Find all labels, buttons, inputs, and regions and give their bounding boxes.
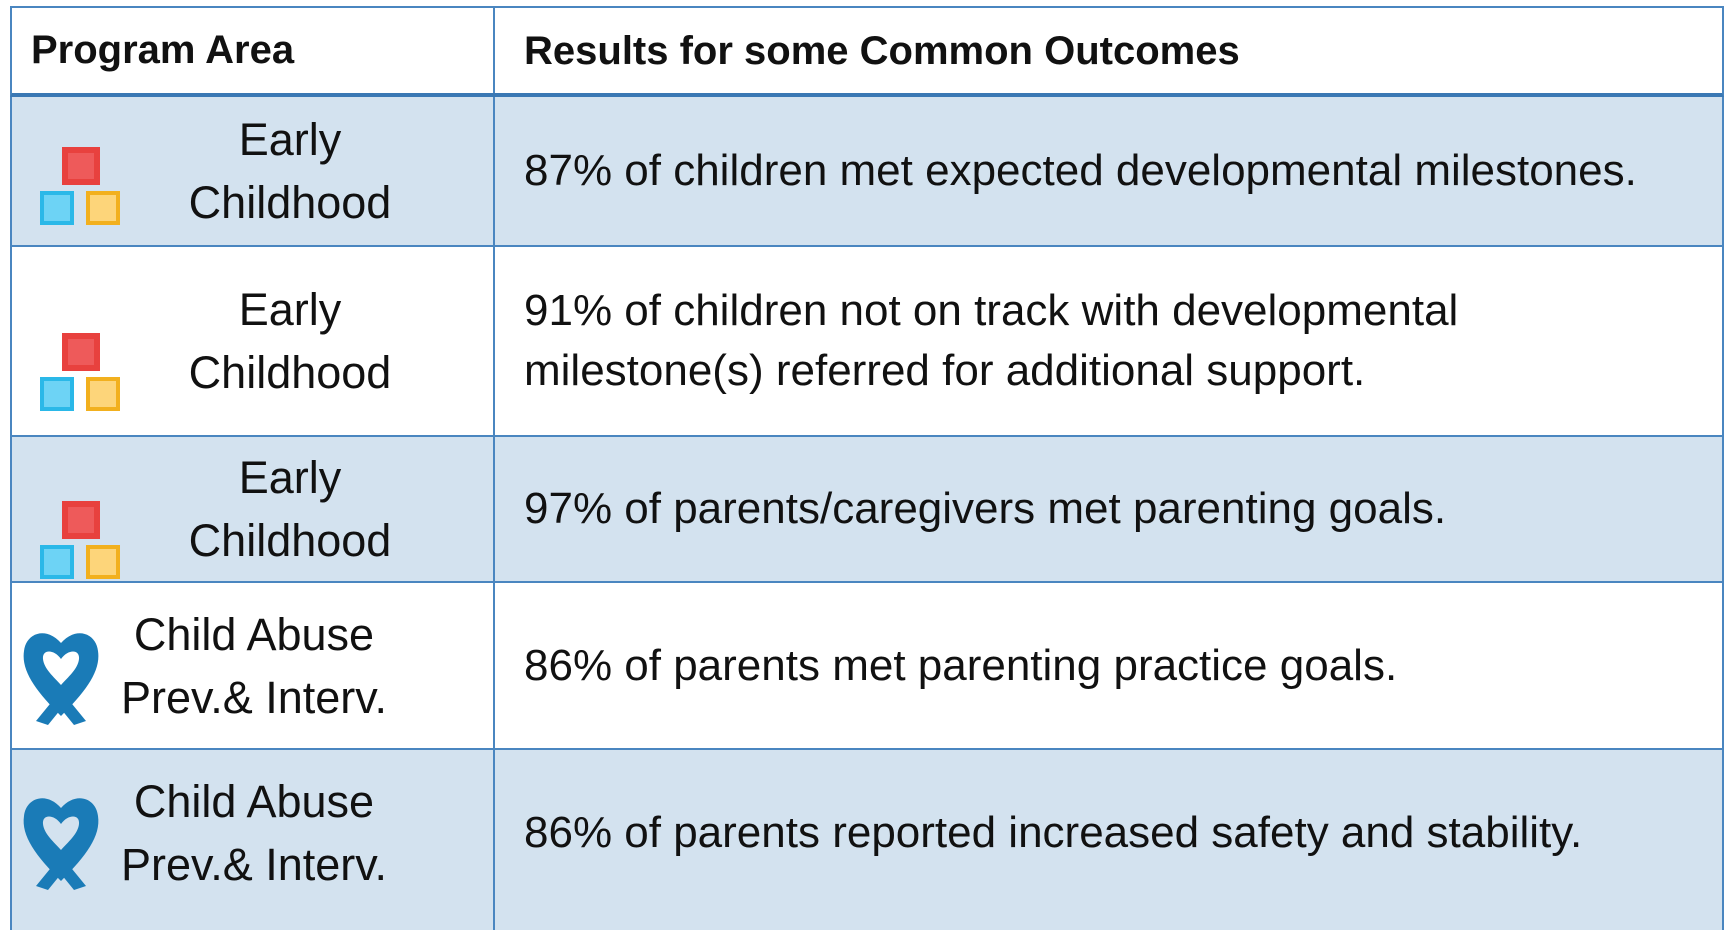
header-cell: Results for some Common Outcomes — [524, 28, 1240, 73]
table-row: Early Childhood 97% of parents/caregiver… — [10, 437, 1724, 583]
result-cell: 91% of children not on track with develo… — [524, 286, 1459, 395]
header-cell: Program Area — [12, 8, 495, 93]
page: {"table": {"header": ["Program Area", "R… — [10, 6, 1724, 930]
table-row: Early Childhood 87% of children met expe… — [10, 97, 1724, 247]
result-cell: 86% of parents met parenting practice go… — [524, 640, 1398, 690]
area-text: Child Abuse Prev.& Interv. — [121, 608, 387, 723]
result-cell: 97% of parents/caregivers met parenting … — [524, 484, 1447, 533]
ribbon-icon — [23, 633, 99, 725]
result-cell: 87% of children met expected development… — [524, 146, 1637, 195]
table-row: Child Abuse Prev.& Interv. 86% of parent… — [10, 750, 1724, 930]
table-row: Early Childhood 91% of children not on t… — [10, 247, 1724, 437]
area-cell: Child Abuse Prev.& Interv. — [12, 583, 495, 748]
area-cell: Early Childhood — [12, 97, 495, 245]
area-cell: Early Childhood — [12, 437, 495, 581]
area-text: Early Childhood — [188, 114, 392, 228]
blocks-icon — [38, 333, 122, 413]
area-cell: Child Abuse Prev.& Interv. — [12, 750, 495, 930]
result-cell: 86% of parents reported increased safety… — [524, 808, 1583, 857]
table: Program Area Results for some Common Out… — [10, 6, 1724, 930]
header-row: Program Area Results for some Common Out… — [10, 6, 1724, 97]
area-text: Early Childhood — [188, 452, 392, 566]
ribbon-icon — [23, 798, 99, 890]
area-text: Child Abuse Prev.& Interv. — [121, 776, 387, 890]
blocks-icon — [38, 147, 122, 227]
area-cell: Early Childhood — [12, 247, 495, 435]
table-row: Child Abuse Prev.& Interv. 86% of parent… — [10, 583, 1724, 750]
area-text: Early Childhood — [188, 284, 392, 398]
blocks-icon — [38, 501, 122, 581]
